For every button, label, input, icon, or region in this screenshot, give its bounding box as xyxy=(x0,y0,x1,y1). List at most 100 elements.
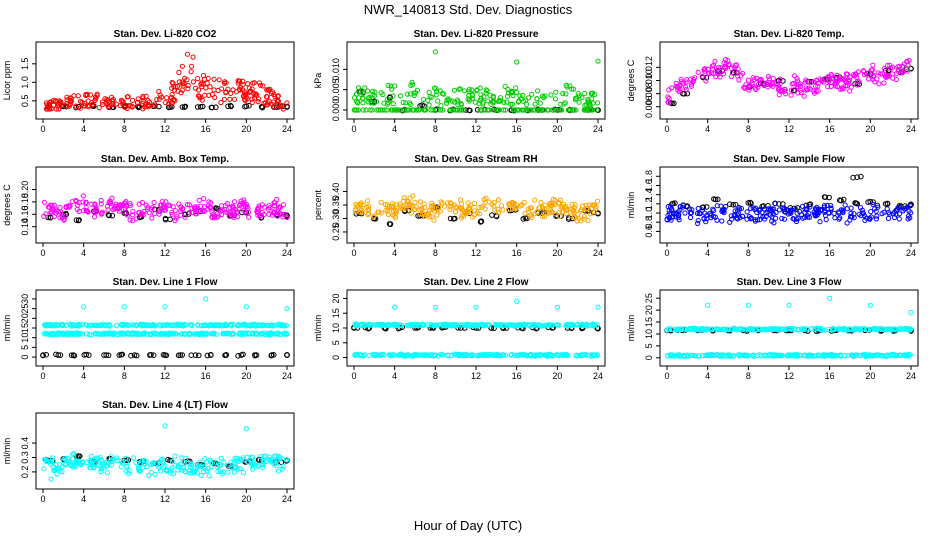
boxtemp-point xyxy=(198,203,204,209)
pressure-point xyxy=(420,96,426,103)
line3-point xyxy=(842,353,848,359)
sampleflow-point xyxy=(861,213,868,219)
line3-point xyxy=(800,353,806,359)
rh-point xyxy=(451,202,457,208)
line2-point xyxy=(574,322,580,328)
sampleflow-point xyxy=(838,197,844,204)
pressure-point xyxy=(358,89,364,95)
boxtemp-point xyxy=(186,209,192,216)
line2-point xyxy=(496,352,502,358)
pressure-point xyxy=(371,93,378,99)
line2-point xyxy=(413,322,419,328)
pressure-point xyxy=(508,101,514,107)
line4-point xyxy=(159,456,165,462)
sampleflow-point xyxy=(787,210,793,216)
licortemp-point xyxy=(732,68,738,74)
co2-point xyxy=(212,94,218,101)
line3-point xyxy=(676,352,683,358)
rh-point xyxy=(557,213,563,219)
sampleflow-point xyxy=(789,207,796,213)
sampleflow-point xyxy=(734,212,741,218)
rh-point xyxy=(541,213,548,219)
line2-point xyxy=(558,352,565,358)
pressure-point xyxy=(355,107,361,113)
line4-point xyxy=(218,469,224,475)
sampleflow-point xyxy=(844,220,850,226)
rh-point xyxy=(552,202,558,208)
boxtemp-point xyxy=(186,202,192,208)
rh-point xyxy=(458,206,464,212)
line4-point xyxy=(142,461,148,467)
pressure-ylabel: kPa xyxy=(313,73,323,89)
co2-point xyxy=(179,104,186,110)
boxtemp-point xyxy=(243,204,249,210)
boxtemp-point xyxy=(118,203,124,209)
line4-point xyxy=(73,463,79,469)
sampleflow-point xyxy=(703,204,710,210)
line1-point xyxy=(164,322,170,328)
line1-point xyxy=(101,330,107,336)
co2-point xyxy=(162,100,168,106)
line1-point xyxy=(246,331,252,337)
pressure-point xyxy=(472,99,478,105)
co2-point xyxy=(181,81,187,87)
line2-point xyxy=(585,352,592,358)
line1-point xyxy=(132,322,138,328)
boxtemp-point xyxy=(112,206,118,212)
line4-y-tick-label: 0.2 xyxy=(20,466,30,479)
pressure-point xyxy=(367,107,373,113)
co2-x-tick-label: 16 xyxy=(201,124,211,134)
line1-point xyxy=(270,323,276,329)
sampleflow-point xyxy=(677,207,683,213)
line4-point xyxy=(98,457,105,463)
sampleflow-title: Stan. Dev. Sample Flow xyxy=(733,154,845,165)
line1-x-tick-label: 16 xyxy=(201,371,211,381)
pressure-point xyxy=(529,91,535,97)
line3-point xyxy=(714,326,721,332)
pressure-point xyxy=(430,107,436,113)
co2-point xyxy=(185,82,191,89)
line2-x-tick-label: 8 xyxy=(433,371,438,381)
boxtemp-point xyxy=(93,209,99,215)
co2-point xyxy=(96,105,102,111)
boxtemp-x-tick-label: 0 xyxy=(40,248,45,258)
line4-point xyxy=(283,457,289,463)
boxtemp-point xyxy=(106,212,112,219)
pressure-point xyxy=(595,100,601,106)
rh-point xyxy=(594,198,601,204)
co2-point xyxy=(223,90,229,96)
boxtemp-point xyxy=(280,214,286,220)
licortemp-point xyxy=(883,74,889,81)
licortemp-point xyxy=(843,75,849,81)
line1-point xyxy=(166,331,172,338)
sampleflow-point xyxy=(800,203,806,209)
line2-point xyxy=(564,323,570,329)
co2-x-tick-label: 0 xyxy=(40,124,45,134)
line2-point xyxy=(524,352,530,359)
co2-point xyxy=(178,90,184,96)
line2-point xyxy=(495,322,501,328)
sampleflow-point xyxy=(867,216,873,222)
boxtemp-point xyxy=(84,208,90,214)
line4-point xyxy=(98,463,104,469)
line1-point xyxy=(277,331,283,338)
pressure-point xyxy=(371,100,377,106)
licortemp-point xyxy=(715,64,722,71)
rh-point xyxy=(517,203,524,209)
line4-point xyxy=(232,455,238,461)
boxtemp-point xyxy=(246,214,252,220)
rh-point xyxy=(593,204,599,210)
line2-y-tick-label: 0 xyxy=(331,355,341,360)
pressure-point xyxy=(584,107,590,113)
rh-point xyxy=(465,200,471,206)
sampleflow-point xyxy=(701,216,707,222)
line2-point xyxy=(544,322,550,328)
pressure-point xyxy=(404,107,410,113)
pressure-point xyxy=(576,99,582,105)
co2-point xyxy=(257,82,264,88)
boxtemp-x-tick-label: 8 xyxy=(122,248,127,258)
rh-point xyxy=(457,197,464,203)
line4-point xyxy=(244,454,250,460)
line1-point xyxy=(243,330,249,336)
